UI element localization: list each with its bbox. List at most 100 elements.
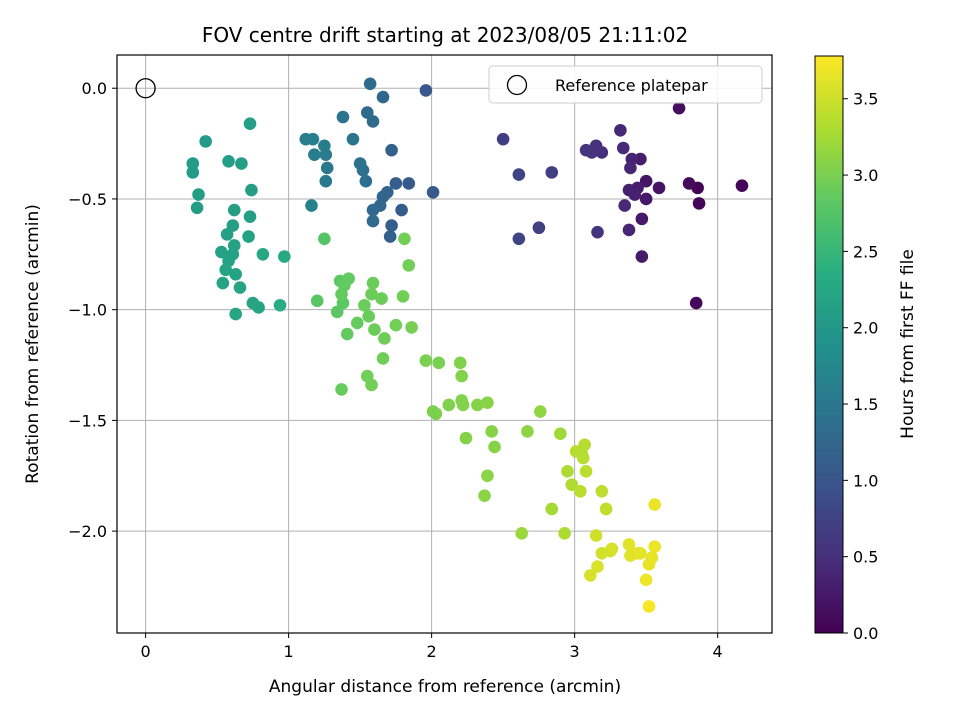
scatter-point [515,527,529,540]
scatter-point [442,398,456,412]
scatter-point [366,203,380,217]
scatter-point [320,161,334,175]
colorbar-tick-label: 3.5 [853,90,878,109]
scatter-point [622,223,636,237]
scatter-point [340,327,354,341]
scatter-point [319,174,333,188]
scatter-point [471,398,484,412]
scatter-point [735,179,749,192]
scatter-point [385,219,398,232]
scatter-point [652,181,666,195]
scatter-point [689,296,703,310]
scatter-point [376,90,390,104]
scatter-point [278,250,291,263]
colorbar-tick-label: 3.0 [853,166,878,185]
scatter-point [579,465,593,478]
scatter-point [360,106,374,119]
scatter-point [235,157,248,170]
scatter-point [383,230,397,243]
x-tick-label: 1 [284,642,294,661]
y-tick-label: −1.5 [68,411,107,430]
scatter-point [578,438,591,452]
scatter-point [622,538,636,551]
scatter-point [485,425,498,438]
scatter-point [305,199,318,212]
scatter-point [245,183,258,197]
scatter-point [318,232,331,246]
scatter-point [624,161,637,175]
scatter-point [419,84,433,97]
scatter-point [639,192,653,206]
scatter-point [363,77,377,91]
scatter-point [432,356,446,370]
scatter-point [645,551,659,565]
y-tick-label: −2.0 [68,522,107,541]
scatter-point [616,141,630,155]
scatter-point [350,316,364,330]
scatter-point [385,143,398,157]
scatter-point [199,135,212,148]
scatter-point [365,378,378,392]
x-axis-ticks: 0 1 2 3 4 [141,633,723,661]
plot-frame [116,54,773,634]
legend-marker-open-circle [506,74,528,96]
scatter-point [362,310,376,323]
scatter-point [545,166,559,179]
scatter-point [335,287,348,301]
scatter-point [622,183,636,197]
scatter-point [558,527,571,540]
y-tick-label: 0.0 [82,79,107,98]
scatter-point [359,174,373,188]
scatter-point [378,332,391,345]
scatter-point [190,201,204,215]
scatter-point [591,225,604,239]
scatter-point [634,546,647,560]
y-axis-ticks: 0.0 −0.5 −1.0 −1.5 −2.0 [68,79,117,541]
scatter-point [229,267,243,281]
scatter-point [635,212,649,226]
scatter-point [554,427,567,440]
scatter-point [534,405,547,418]
scatter-point [605,542,619,556]
scatter-point [229,307,243,321]
scatter-point [419,354,433,367]
scatter-point [358,298,371,312]
scatter-point [591,560,604,573]
scatter-point [429,407,443,421]
scatter-point [227,203,241,217]
scatter-point [565,478,579,491]
colorbar-tick-label: 0.0 [853,624,878,643]
scatter-point [256,248,270,261]
colorbar-tick-label: 1.0 [853,471,878,490]
scatter-point [639,174,653,188]
scatter-point [215,245,228,259]
scatter-point [375,292,388,305]
scatter-point [642,600,656,613]
scatter-point [299,132,313,146]
x-axis-title: Angular distance from reference (arcmin) [269,677,621,697]
scatter-point [589,529,603,542]
grid [117,55,772,633]
scatter-point [635,250,649,263]
scatter-point [672,101,686,115]
scatter-point [308,148,321,161]
x-tick-label: 4 [713,642,723,661]
scatter-point [692,197,706,210]
scatter-point [220,228,234,241]
scatter-point [426,186,440,199]
scatter-point [488,440,501,454]
scatter-point [186,157,200,170]
chart-title: FOV centre drift starting at 2023/08/05 … [202,23,688,47]
scatter-point [219,263,232,277]
scatter-point [648,498,662,511]
scatter-point [595,484,609,498]
scatter-point [584,569,597,582]
scatter-point [402,259,416,272]
scatter-point [243,210,257,223]
y-tick-label: −0.5 [68,190,107,209]
data-points [186,77,749,613]
reference-platepar-marker [135,78,156,99]
scatter-point [496,132,510,146]
